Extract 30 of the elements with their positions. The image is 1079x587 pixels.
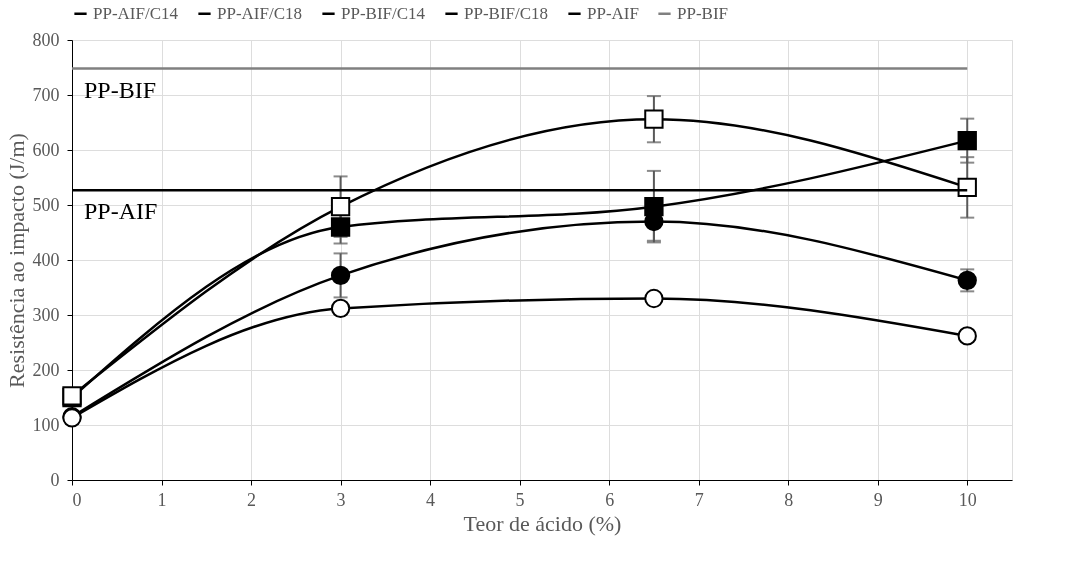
y-tick-label: 200 (32, 359, 60, 380)
y-tick-label: 100 (32, 414, 60, 435)
y-tick-label: 800 (32, 29, 60, 50)
legend-label: PP-BIF (677, 3, 729, 23)
x-tick-label: 10 (958, 489, 977, 510)
x-tick-label: 1 (157, 489, 167, 510)
x-axis-title: Teor de ácido (%) (463, 510, 622, 536)
x-tick-label: 7 (694, 489, 704, 510)
legend-label: PP-AIF (587, 3, 639, 23)
y-tick-label: 300 (32, 304, 60, 325)
legend-label: PP-AIF/C18 (217, 3, 303, 23)
x-tick-label: 3 (336, 489, 346, 510)
y-tick-label: 700 (32, 84, 60, 105)
legend-label: PP-BIF/C14 (341, 3, 426, 23)
y-tick-label: 500 (32, 194, 60, 215)
annotation: PP-BIF (84, 76, 157, 103)
legend-label: PP-BIF/C18 (464, 3, 549, 23)
annotation: PP-AIF (84, 198, 158, 225)
y-tick-label: 0 (50, 469, 60, 490)
x-tick-label: 6 (605, 489, 615, 510)
x-tick-label: 2 (247, 489, 257, 510)
y-tick-label: 400 (32, 249, 60, 270)
x-tick-label: 4 (426, 489, 436, 510)
x-tick-label: 5 (515, 489, 525, 510)
x-tick-label: 8 (784, 489, 794, 510)
x-tick-label: 9 (873, 489, 883, 510)
x-tick-label: 0 (72, 489, 82, 510)
y-axis-title: Resistência ao impacto (J/m) (3, 133, 29, 388)
legend-label: PP-AIF/C14 (93, 3, 179, 23)
y-tick-label: 600 (32, 139, 60, 160)
